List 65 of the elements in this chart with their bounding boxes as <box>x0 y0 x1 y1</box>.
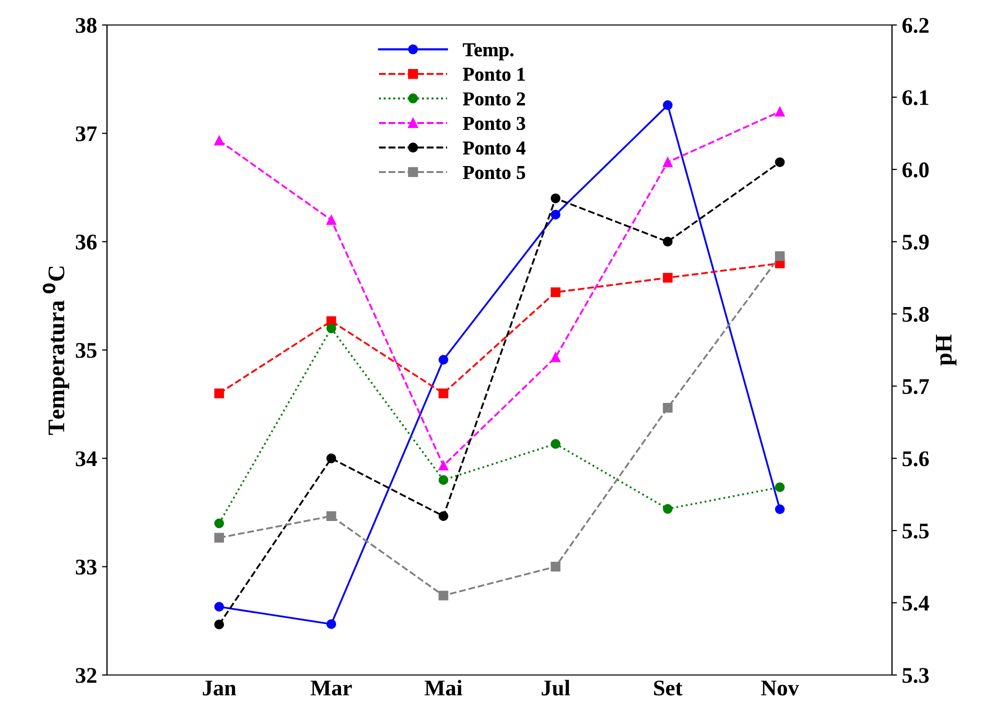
y-tick-label: 36 <box>76 234 97 250</box>
point <box>326 619 336 629</box>
point <box>438 511 448 521</box>
point <box>326 323 336 334</box>
legend-label: Ponto 2 <box>462 92 525 106</box>
point <box>438 388 448 398</box>
point <box>214 518 224 528</box>
point <box>214 136 224 146</box>
point <box>214 602 224 612</box>
x-tick-label: Set <box>654 680 682 696</box>
y2-axis-title: pH <box>936 334 956 366</box>
point <box>662 236 673 247</box>
x-tick-label: Jul <box>542 680 570 696</box>
point <box>438 590 448 600</box>
point <box>774 157 785 168</box>
point <box>214 388 224 398</box>
y-tick-label: 38 <box>76 18 97 33</box>
point <box>774 482 785 492</box>
point <box>214 620 224 630</box>
y2-tick-label: 5.4 <box>902 596 930 611</box>
y2-tick-label: 5.5 <box>902 524 929 539</box>
point <box>438 475 448 485</box>
point <box>550 352 560 362</box>
point <box>662 272 673 283</box>
point <box>662 504 673 514</box>
x-tick-label: Jan <box>202 680 236 696</box>
legend-label: Ponto 3 <box>462 116 526 130</box>
legend-label: Temp. <box>462 43 514 60</box>
legend-label: Ponto 5 <box>462 166 526 180</box>
point <box>774 106 785 117</box>
y2-tick-label: 6.0 <box>902 162 929 178</box>
y2-tick-label: 5.6 <box>902 451 929 466</box>
y2-tick-label: 5.8 <box>902 306 929 322</box>
point <box>550 210 560 220</box>
point <box>774 251 785 261</box>
point <box>326 453 336 464</box>
point <box>662 402 673 413</box>
y-tick-label: 33 <box>76 560 97 575</box>
y2-tick-label: 6.2 <box>902 18 929 34</box>
y-tick-label: 32 <box>76 668 96 683</box>
y2-tick-label: 5.3 <box>902 668 929 684</box>
point <box>326 215 336 225</box>
y-axis-title: Temperatura $^{0}$C <box>42 266 70 435</box>
point <box>662 100 673 110</box>
y2-tick-label: 6.1 <box>902 90 928 106</box>
point <box>774 504 785 514</box>
x-tick-label: Mar <box>310 680 352 696</box>
x-tick-label: Nov <box>761 680 799 696</box>
point <box>550 439 560 449</box>
point <box>550 287 560 298</box>
point <box>662 157 673 168</box>
legend-label: Ponto 1 <box>462 68 525 81</box>
y2-tick-label: 5.7 <box>902 379 929 394</box>
y-tick-label: 37 <box>76 126 97 142</box>
point <box>326 511 336 521</box>
x-tick-label: Mai <box>424 680 462 696</box>
y2-tick-label: 5.9 <box>902 234 929 250</box>
point <box>550 562 560 572</box>
y-tick-label: 34 <box>76 451 97 466</box>
point <box>438 460 448 470</box>
point <box>214 532 224 543</box>
point <box>438 354 448 365</box>
legend-label: Ponto 4 <box>462 142 526 155</box>
y-tick-label: 35 <box>76 342 96 358</box>
point <box>550 193 560 204</box>
